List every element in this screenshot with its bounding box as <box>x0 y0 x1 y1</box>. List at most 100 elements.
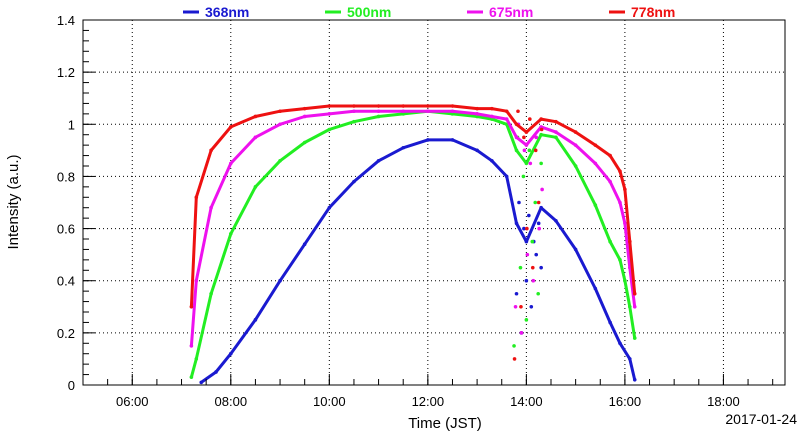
data-point <box>554 119 558 124</box>
data-point <box>302 140 307 145</box>
scatter-point <box>524 278 529 283</box>
scatter-point <box>536 221 541 226</box>
data-point <box>608 320 612 325</box>
data-point <box>401 145 406 150</box>
data-point <box>376 104 381 108</box>
scatter-point <box>518 265 523 270</box>
data-point <box>278 158 282 163</box>
data-point <box>278 122 282 127</box>
scatter-point <box>536 291 540 296</box>
data-point <box>628 304 632 309</box>
y-tick-label: 1.2 <box>57 65 75 80</box>
scatter-point <box>513 304 518 309</box>
x-tick-label: 12:00 <box>412 394 445 409</box>
data-point <box>608 153 612 158</box>
data-point <box>278 109 282 114</box>
data-point <box>302 114 307 119</box>
scatter-point <box>519 331 524 335</box>
data-point <box>426 138 430 142</box>
data-point <box>199 380 204 385</box>
data-point <box>539 117 543 121</box>
series-500nm <box>189 109 637 379</box>
scatter-point <box>527 213 531 218</box>
scatter-point <box>519 304 523 309</box>
x-tick-label: 06:00 <box>116 394 149 409</box>
scatter-point <box>525 226 529 231</box>
y-tick-label: 0.8 <box>57 169 75 184</box>
y-tick-label: 1.4 <box>57 13 75 28</box>
data-point <box>401 104 406 108</box>
data-point <box>450 104 455 108</box>
data-point <box>228 351 233 356</box>
scatter-point <box>537 226 541 231</box>
scatter-point <box>528 161 533 166</box>
data-point <box>623 278 627 283</box>
data-point <box>554 218 558 223</box>
scatter-point <box>531 278 536 283</box>
scatter-point <box>517 200 521 205</box>
data-point <box>352 179 356 184</box>
data-point <box>554 135 558 140</box>
data-point <box>539 132 543 137</box>
data-point <box>302 106 307 111</box>
data-point <box>253 185 258 189</box>
data-point <box>573 143 578 147</box>
data-point <box>228 125 233 129</box>
scatter-point <box>539 127 544 132</box>
scatter-point <box>539 161 543 166</box>
scatter-point <box>528 117 532 121</box>
data-point <box>618 258 622 262</box>
data-point <box>450 109 455 114</box>
scatter-point <box>539 265 543 270</box>
data-point <box>327 104 332 108</box>
scatter-point <box>534 252 539 257</box>
data-point <box>401 109 406 114</box>
data-point <box>504 174 509 179</box>
data-point <box>426 104 430 108</box>
data-point <box>524 239 529 244</box>
x-tick-label: 16:00 <box>609 394 642 409</box>
data-point <box>376 109 381 114</box>
legend: 368nm 500nm 675nm 778nm <box>183 4 675 20</box>
data-point <box>618 341 622 346</box>
data-point <box>475 148 479 153</box>
x-tick-label: 10:00 <box>313 394 346 409</box>
scatter-point <box>524 318 529 322</box>
legend-label: 675nm <box>489 4 533 20</box>
data-point <box>573 164 578 168</box>
scatter-point <box>533 200 538 205</box>
data-point <box>554 130 558 134</box>
data-point <box>593 286 598 291</box>
scatter-point <box>533 148 538 153</box>
data-point <box>209 205 213 210</box>
legend-label: 500nm <box>347 4 391 20</box>
data-point <box>490 114 494 119</box>
data-point <box>524 130 529 134</box>
data-point <box>628 239 632 244</box>
data-point <box>618 200 622 205</box>
data-point <box>426 109 430 114</box>
scatter-point <box>525 252 530 257</box>
data-point <box>632 291 637 296</box>
data-point <box>450 138 455 142</box>
data-point <box>189 375 194 379</box>
x-tick-label: 08:00 <box>215 394 248 409</box>
y-axis-title: Intensity (a.u.) <box>5 154 22 249</box>
data-point <box>376 158 381 163</box>
data-point <box>376 114 381 119</box>
scatter-point <box>527 148 532 153</box>
data-point <box>228 161 233 166</box>
data-point <box>352 109 356 114</box>
scatter-point <box>536 200 541 205</box>
data-point <box>504 117 509 121</box>
data-point <box>327 205 332 210</box>
scatter-point <box>534 135 539 140</box>
legend-label: 368nm <box>205 4 249 20</box>
data-point <box>608 239 612 244</box>
data-point <box>618 169 622 174</box>
x-tick-label: 18:00 <box>707 394 740 409</box>
scatter-point <box>522 226 526 231</box>
data-point <box>401 112 406 116</box>
data-point <box>539 205 543 210</box>
